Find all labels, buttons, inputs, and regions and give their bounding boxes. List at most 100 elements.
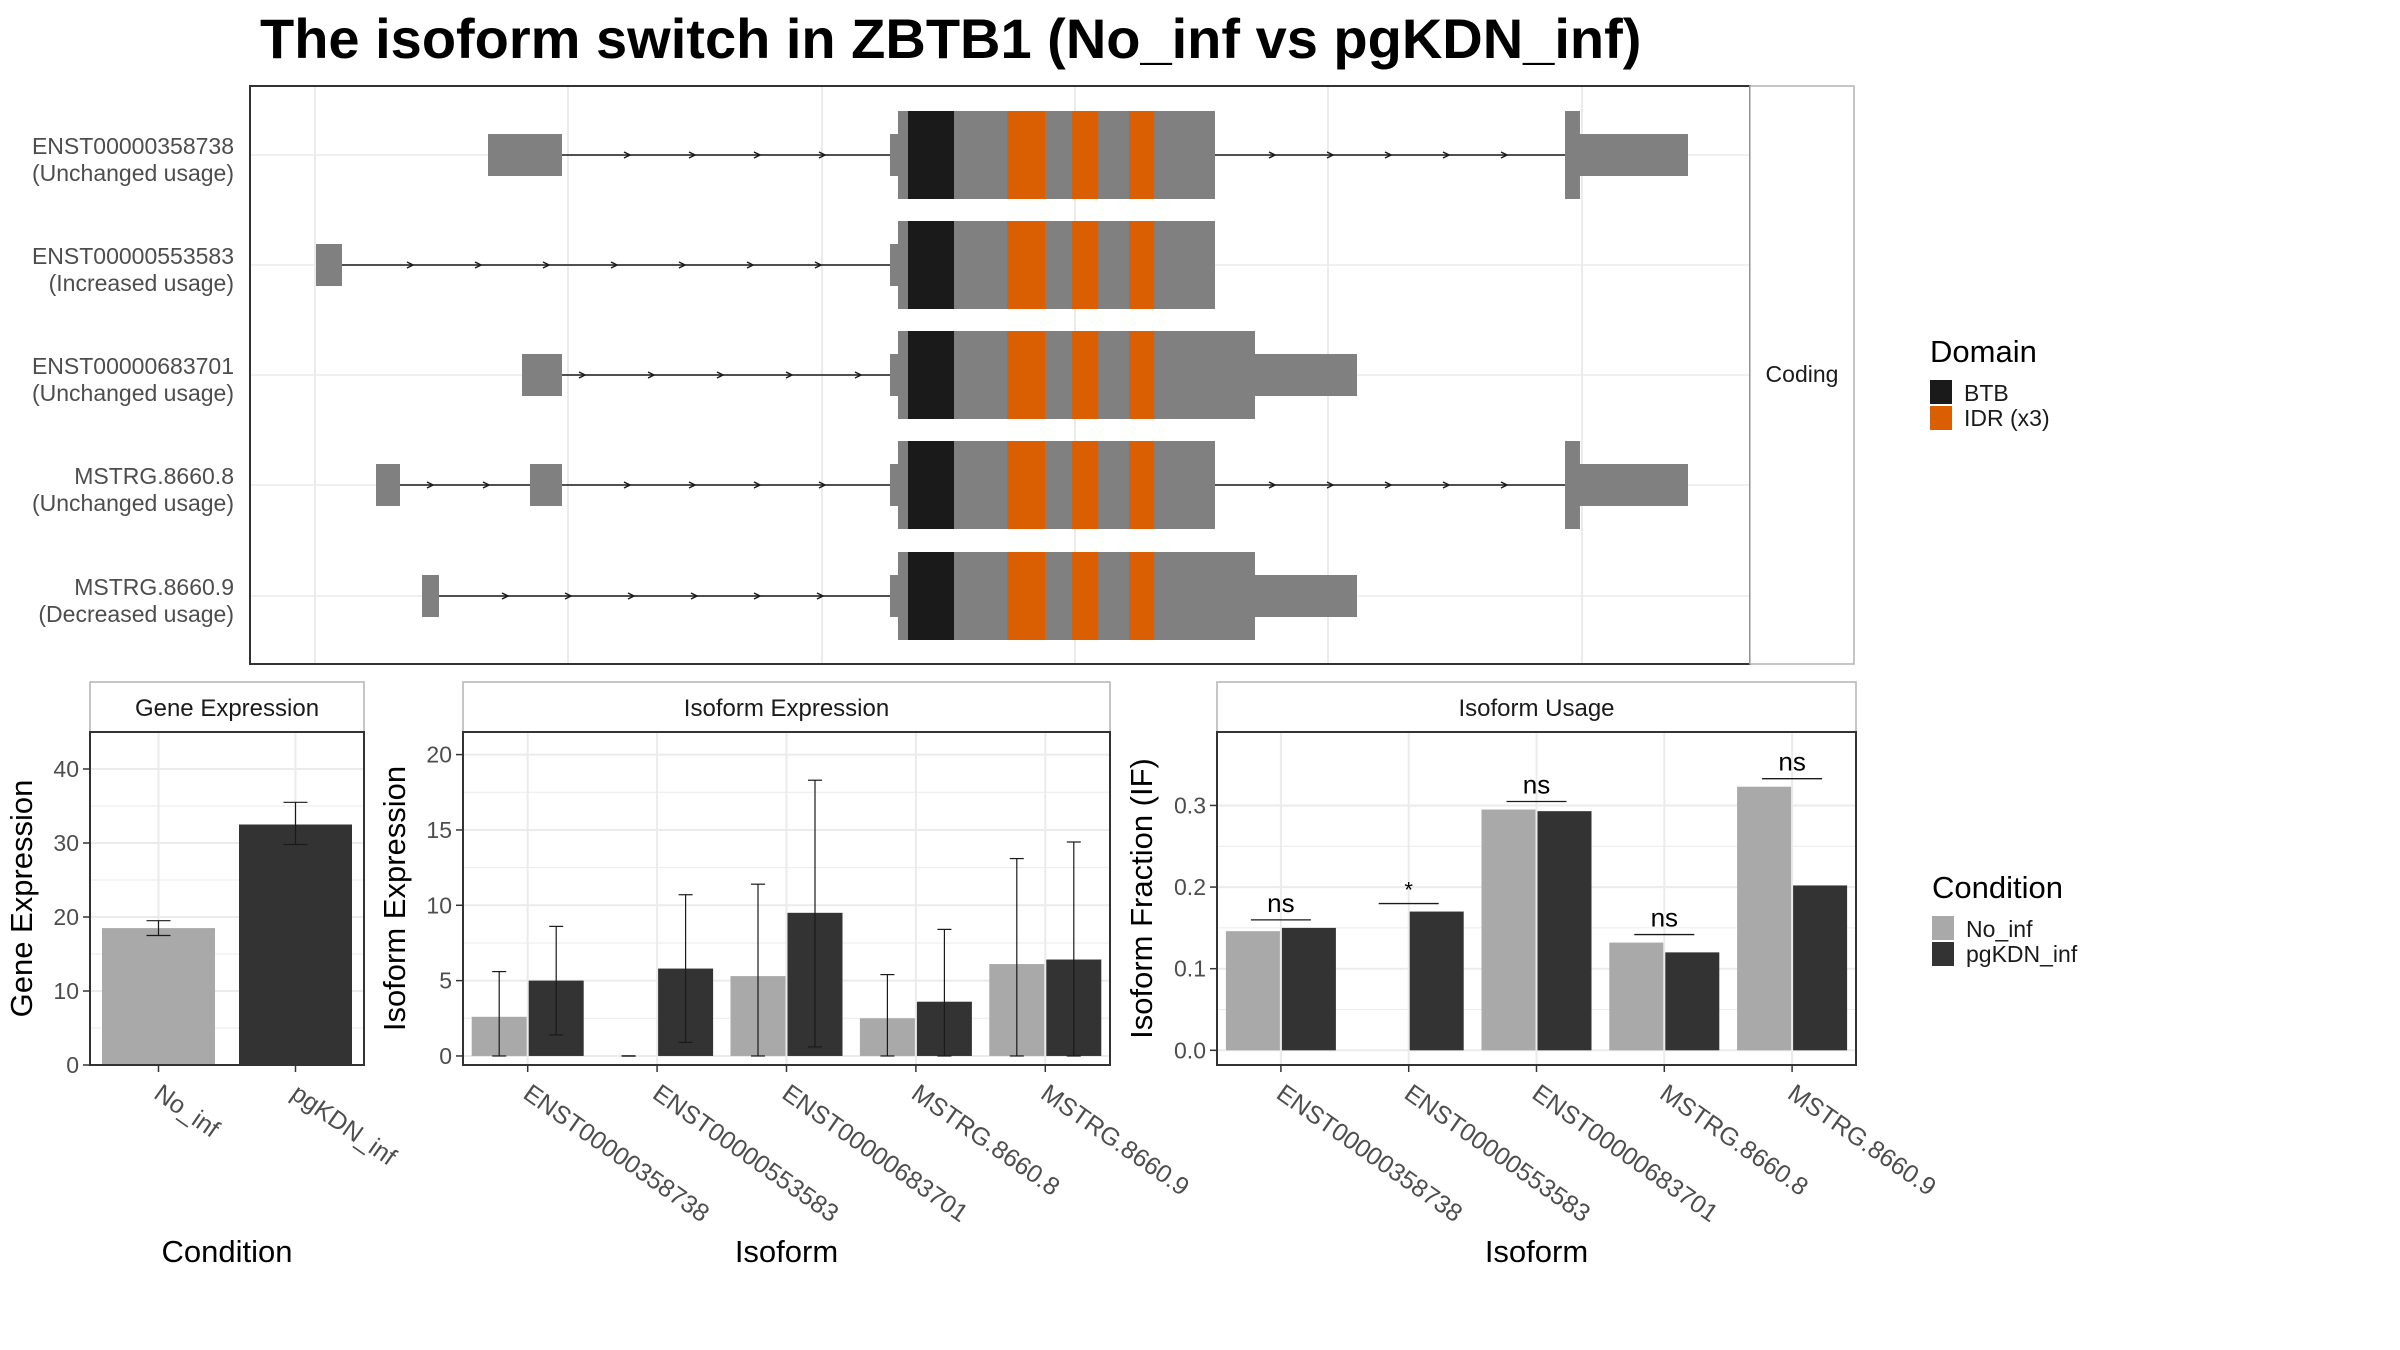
y-tick-label: 0.1 (1174, 956, 1206, 982)
intron-arrow-icon (818, 481, 827, 489)
legend-label-pgkdn-inf: pgKDN_inf (1966, 941, 2078, 967)
y-tick-label: 0.2 (1174, 874, 1206, 900)
utr-exon-tail (1255, 575, 1357, 617)
transcript-track-1 (316, 221, 1215, 309)
intron-arrow-icon (474, 261, 483, 269)
intron-arrow-icon (1326, 481, 1335, 489)
panel-strip (462, 681, 1111, 733)
bar (1537, 811, 1592, 1051)
isoform-usage-label: (Unchanged usage) (32, 160, 234, 186)
isoform-usage-label: (Increased usage) (49, 270, 234, 296)
idr-domain (1129, 111, 1154, 199)
utr-exon-tail (1580, 134, 1688, 176)
utr-exon (530, 464, 562, 506)
bar (239, 824, 352, 1065)
y-tick-label: 5 (439, 968, 452, 994)
idr-domain (1129, 221, 1154, 309)
btb-domain (908, 441, 954, 529)
isoform-id-label: ENST00000683701 (32, 353, 234, 379)
intron-arrow-icon (690, 592, 699, 600)
condition-legend: Condition No_inf pgKDN_inf (1932, 870, 2078, 967)
panel-strip (1216, 681, 1857, 733)
utr-exon-tail (1580, 464, 1688, 506)
y-tick-label: 30 (53, 830, 79, 856)
bar (1665, 952, 1720, 1051)
idr-domain (1072, 221, 1098, 309)
utr-exon-tail (1565, 111, 1580, 199)
y-tick-label: 0.0 (1174, 1037, 1206, 1063)
isoform-usage-label: (Unchanged usage) (32, 380, 234, 406)
legend-swatch-pgkdn-inf (1932, 942, 1954, 966)
utr-exon-tail (1565, 441, 1580, 529)
intron-arrow-icon (1442, 481, 1451, 489)
y-tick-label: 0.3 (1174, 792, 1206, 818)
intron-arrow-icon (501, 592, 510, 600)
intron-arrow-icon (814, 261, 823, 269)
legend-label-btb: BTB (1964, 380, 2009, 406)
intron-arrow-icon (678, 261, 687, 269)
intron-arrow-icon (688, 151, 697, 159)
x-axis-title: Condition (162, 1234, 293, 1269)
legend-swatch-idr (1930, 406, 1952, 430)
domain-legend-title: Domain (1930, 334, 2037, 369)
isoform-usage-label: (Unchanged usage) (32, 490, 234, 516)
utr-exon-tail (1255, 354, 1357, 396)
utr-exon (522, 354, 562, 396)
intron-arrow-icon (1384, 481, 1393, 489)
legend-swatch-no-inf (1932, 916, 1954, 940)
intron-arrow-icon (623, 481, 632, 489)
idr-domain (1007, 331, 1045, 419)
intron-arrow-icon (406, 261, 415, 269)
intron-arrow-icon (627, 592, 636, 600)
isoform-id-label: MSTRG.8660.8 (74, 463, 234, 489)
condition-legend-title: Condition (1932, 870, 2063, 905)
cds-exon (1205, 221, 1215, 309)
intron-arrow-icon (785, 371, 794, 379)
significance-label: ns (1651, 903, 1678, 933)
intron-arrow-icon (1500, 151, 1509, 159)
utr-exon (316, 244, 342, 286)
gene-expression-chart: Gene Expression 0 10 20 30 40 No_inf pgKDN_inf C… (4, 681, 401, 1269)
transcript-track-2 (522, 331, 1357, 419)
intron-arrow-icon (426, 481, 435, 489)
idr-domain (1072, 331, 1098, 419)
intron-arrow-icon (542, 261, 551, 269)
intron-arrow-icon (854, 371, 863, 379)
idr-domain (1007, 552, 1045, 640)
bar (1737, 786, 1792, 1051)
bar (1281, 927, 1336, 1051)
x-axis-title: Isoform (1485, 1234, 1588, 1269)
significance-label: ns (1523, 770, 1550, 800)
intron-arrow-icon (1268, 481, 1277, 489)
bar (1793, 885, 1848, 1051)
idr-domain (1007, 111, 1045, 199)
cds-exon-step (890, 244, 898, 286)
intron-arrow-icon (1442, 151, 1451, 159)
idr-domain (1072, 441, 1098, 529)
btb-domain (908, 111, 954, 199)
isoform-labels: ENST00000358738(Unchanged usage)ENST0000… (32, 133, 234, 627)
y-tick-label: 20 (426, 742, 452, 768)
y-axis-title: Gene Expression (4, 780, 39, 1018)
legend-label-idr: IDR (x3) (1964, 405, 2050, 431)
idr-domain (1007, 221, 1045, 309)
x-tick-label: pgKDN_inf (286, 1079, 401, 1171)
isoform-id-label: ENST00000358738 (32, 133, 234, 159)
legend-swatch-btb (1930, 380, 1952, 404)
intron-arrow-icon (564, 592, 573, 600)
panel-strip-label: Gene Expression (135, 695, 319, 722)
significance-label: ns (1778, 747, 1805, 777)
cds-exon-step (890, 134, 898, 176)
isoform-expression-chart: Isoform Expression05101520ENST0000035873… (377, 681, 1194, 1269)
x-tick-label: No_inf (149, 1079, 224, 1143)
y-tick-label: 10 (53, 978, 79, 1004)
y-tick-label: 10 (426, 892, 452, 918)
legend-label-no-inf: No_inf (1966, 916, 2033, 942)
y-tick-label: 40 (53, 756, 79, 782)
intron-arrow-icon (578, 371, 587, 379)
transcript-track-3 (376, 441, 1688, 529)
cds-exon-tail (1215, 552, 1255, 640)
bar (1225, 931, 1280, 1051)
intron-arrow-icon (753, 151, 762, 159)
x-axis-title: Isoform (735, 1234, 838, 1269)
